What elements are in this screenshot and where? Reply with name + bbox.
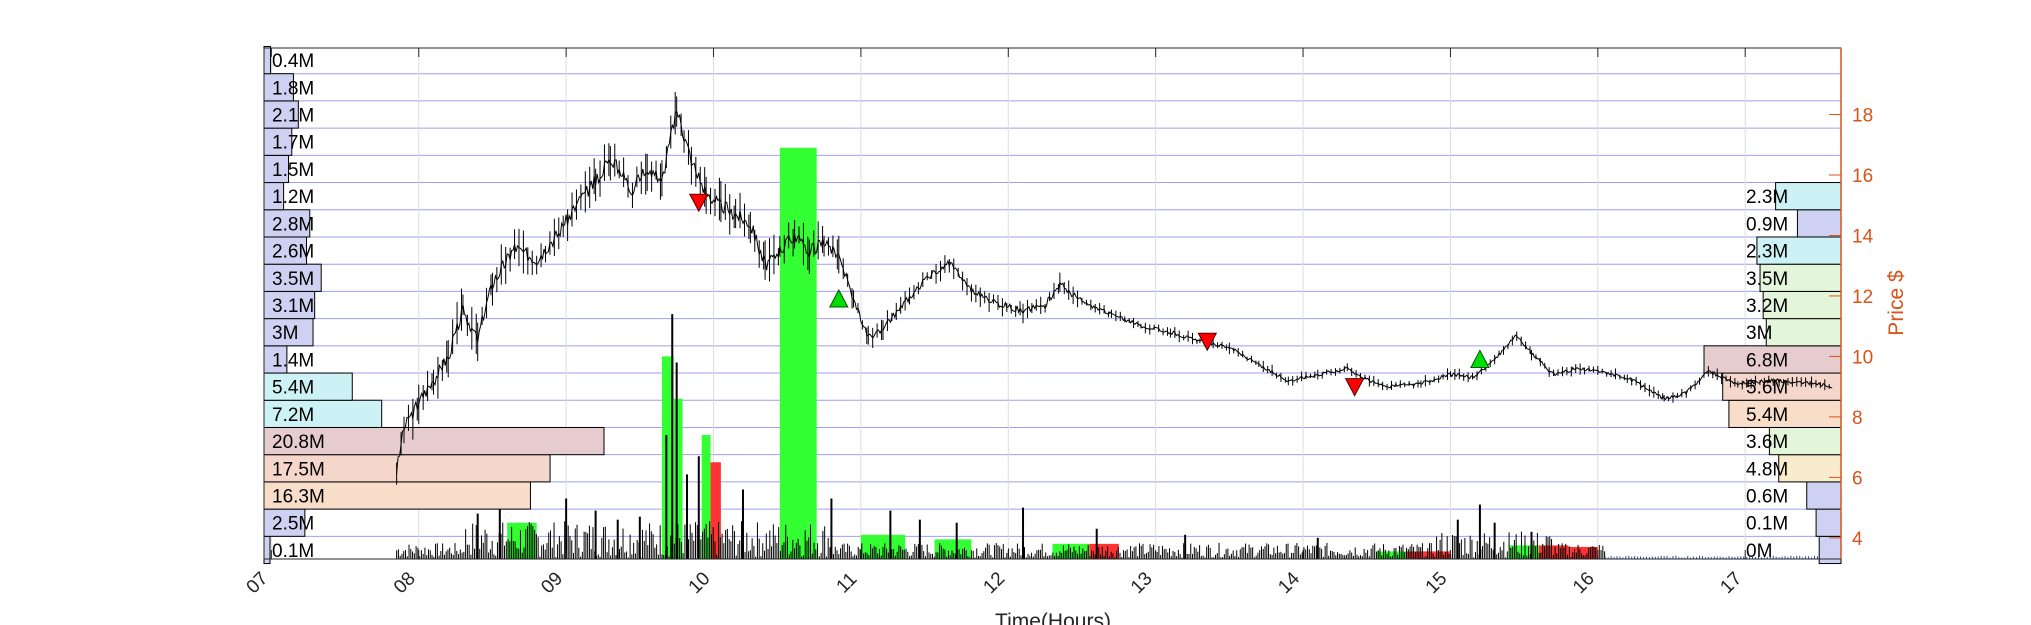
volume-profile-bar-right [1768, 426, 1842, 456]
volume-profile-right [1703, 182, 1842, 565]
volume-profile-label-right: 3.5M [1746, 269, 1788, 290]
volume-profile-label-right: 3.6M [1746, 432, 1788, 453]
volume-profile-bar-left [263, 100, 299, 129]
x-tick-label: 14 [1274, 568, 1304, 598]
volume-profile-bar-left [263, 426, 605, 456]
x-tick-label: 11 [833, 569, 862, 598]
volume-profile-label-left: 5.4M [272, 378, 314, 399]
volume-profile-label-left: 3M [272, 323, 298, 344]
buy-signal-marker [828, 288, 849, 308]
volume-profile-label-right: 0.6M [1746, 487, 1788, 508]
volume-profile-bar-left [263, 508, 306, 537]
volume-profile-label-left: 1.7M [272, 133, 314, 154]
x-tick-label: 08 [390, 568, 420, 598]
highlight-bar [1509, 545, 1539, 559]
volume-profile-label-left: 17.5M [272, 459, 325, 480]
volume-profile-label-left: 1.5M [272, 160, 314, 181]
price-line [396, 110, 1833, 474]
trade-signals [688, 193, 1490, 397]
volume-profile-label-left: 7.2M [272, 405, 314, 426]
volume-profile-label-left: 1.4M [272, 350, 314, 371]
y-tick-label-right: 16 [1852, 166, 1873, 187]
volume-profile-bar-left [263, 45, 272, 75]
volume-profile-label-left: 0.1M [272, 541, 314, 562]
volume-profile-bar-left [263, 209, 311, 238]
volume-profile-bar-right [1775, 182, 1842, 211]
y-tick-label-right: 12 [1852, 287, 1873, 308]
volume-profile-bar-right [1765, 318, 1842, 347]
sell-signal-marker [1344, 378, 1365, 397]
volume-spikes [396, 314, 1833, 559]
highlight-bar [673, 398, 683, 559]
highlight-bar [661, 356, 674, 559]
sell-signal-marker [1197, 332, 1218, 352]
volume-profile-label-left: 2.1M [272, 106, 314, 127]
volume-profile-label-left: 3.5M [272, 269, 314, 290]
x-tick-label: 10 [685, 568, 715, 598]
volume-profile-label-left: 2.6M [272, 242, 314, 263]
x-tick-label: 16 [1569, 568, 1599, 598]
volume-profile-label-right: 5.4M [1746, 405, 1788, 426]
x-tick-label: 13 [1127, 568, 1157, 598]
volume-profile-bar-right [1796, 209, 1842, 238]
x-tick-label: 17 [1716, 568, 1746, 598]
volume-profile-label-right: 6.8M [1746, 350, 1788, 371]
volume-profile-bar-right [1806, 481, 1842, 510]
volume-profile-label-left: 1.2M [272, 187, 314, 208]
highlight-bar [710, 462, 721, 559]
volume-profile-label-right: 5.6M [1746, 378, 1788, 399]
volume-profile-label-left: 2.5M [272, 514, 314, 535]
volume-profile-bar-right [1756, 236, 1842, 265]
highlight-bar [1406, 551, 1451, 559]
volume-profile-label-right: 2.3M [1746, 187, 1788, 208]
volume-profile-label-left: 3.1M [272, 296, 314, 317]
y-tick-label-right: 10 [1852, 347, 1873, 368]
volume-profile-labels: 0.1M 2.5M 16.3M 17.5M 20.8M 7.2M 5.4M 1.4M 3M 3.1… [272, 51, 1788, 562]
volume-profile-bar-left [263, 372, 353, 401]
volume-profile-label-right: 0M [1746, 541, 1772, 562]
sell-signal-marker [688, 193, 709, 213]
volume-profile-label-left: 0.4M [272, 51, 314, 72]
x-tick-label: 09 [537, 568, 567, 598]
x-tick-label: 07 [243, 568, 273, 598]
volume-profile-label-right: 3.2M [1746, 296, 1788, 317]
price-series [396, 91, 1833, 485]
volume-profile-bar-right [1815, 508, 1842, 537]
volume-profile-left [263, 45, 605, 565]
y-axis-title-right: Price $ [1885, 270, 1908, 336]
volume-profile-label-right: 0.1M [1746, 514, 1788, 535]
highlight-bar [779, 147, 817, 559]
x-tick-label: 15 [1422, 568, 1452, 598]
y-tick-label-right: 6 [1852, 468, 1863, 489]
y-tick-label-right: 4 [1852, 529, 1863, 550]
y-tick-label-right: 8 [1852, 408, 1863, 429]
volume-profile-label-left: 20.8M [272, 432, 325, 453]
volume-profile-label-right: 3M [1746, 323, 1772, 344]
volume-profile-bar-left [263, 73, 294, 102]
volume-profile-bar-right [1759, 263, 1842, 292]
highlight-bar [701, 435, 711, 559]
volume-profile-label-right: 2.3M [1746, 242, 1788, 263]
volume-profile-label-right: 4.8M [1746, 459, 1788, 480]
volume-profile-label-left: 2.8M [272, 214, 314, 235]
highlight-bar [1376, 551, 1407, 559]
y-tick-label-right: 14 [1852, 226, 1874, 247]
x-tick-label: 12 [979, 568, 1009, 598]
volume-profile-label-right: 0.9M [1746, 214, 1788, 235]
buy-signal-marker [1470, 349, 1490, 368]
volume-profile-label-left: 1.8M [272, 78, 314, 99]
x-axis-title: Time(Hours) [995, 610, 1111, 625]
y-axis-ticks-right: 4 6 8 10 12 14 16 18 [1829, 106, 1874, 550]
volume-profile-bar-left [263, 290, 316, 320]
y-tick-label-right: 18 [1852, 106, 1873, 127]
volume-profile-label-left: 16.3M [272, 487, 325, 508]
volume-profile-bar-right [1728, 399, 1842, 428]
